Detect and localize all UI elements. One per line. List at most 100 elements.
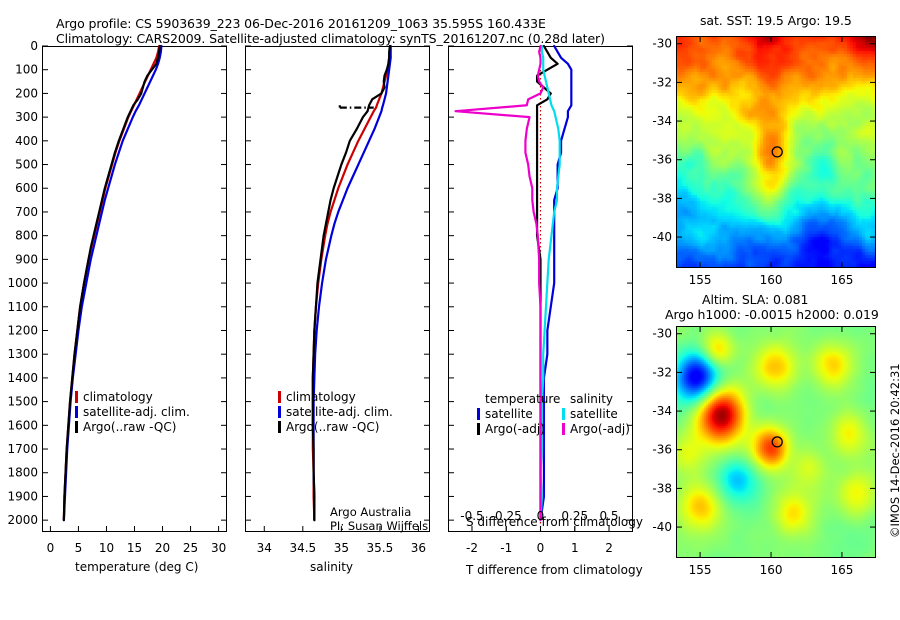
legend-label-temp-satellite: satellite — [485, 407, 533, 421]
figure-title-line-2: Climatology: CARS2009. Satellite-adjuste… — [56, 31, 605, 46]
sst-argo-marker — [771, 146, 783, 158]
svg-text:25: 25 — [183, 541, 198, 555]
svg-text:900: 900 — [15, 252, 38, 266]
salinity-panel — [245, 44, 430, 532]
svg-text:-40: -40 — [652, 230, 672, 244]
legend-swatch-satellite-adj-sal — [278, 406, 281, 418]
legend-item-climatology: climatology — [75, 390, 190, 405]
legend-swatch-argo-raw — [75, 421, 78, 433]
sla-map-frame — [676, 326, 876, 558]
argo-program-label: Argo Australia — [330, 505, 412, 519]
legend-label-temp-argo: Argo(-adj) — [485, 422, 545, 436]
difference-legend-salinity: salinity satellite Argo(-adj) — [562, 392, 630, 437]
legend-item-temp-argo: Argo(-adj) — [477, 422, 560, 437]
legend-swatch-temp-argo — [477, 423, 480, 435]
argo-pi-label: PI: Susan Wijffels — [330, 519, 429, 533]
sla-map-title-line-2: Argo h1000: -0.0015 h2000: 0.019 — [665, 307, 879, 322]
svg-text:1: 1 — [571, 541, 579, 555]
sla-heatmap-canvas — [676, 326, 876, 558]
svg-text:2: 2 — [605, 541, 613, 555]
legend-swatch-climatology — [75, 391, 78, 403]
svg-text:300: 300 — [15, 110, 38, 124]
temperature-legend: climatology satellite-adj. clim. Argo(..… — [75, 390, 190, 435]
svg-text:155: 155 — [689, 273, 712, 287]
svg-text:1000: 1000 — [7, 276, 38, 290]
legend-label-satellite-adj: satellite-adj. clim. — [83, 405, 190, 419]
sst-map-frame — [676, 36, 876, 268]
svg-text:-38: -38 — [652, 481, 672, 495]
legend-item-temp-satellite: satellite — [477, 407, 560, 422]
svg-text:1700: 1700 — [7, 442, 38, 456]
salinity-xaxis-label: salinity — [310, 560, 354, 574]
svg-text:1100: 1100 — [7, 300, 38, 314]
sla-map-title-line-1: Altim. SLA: 0.081 — [702, 292, 809, 307]
svg-text:700: 700 — [15, 205, 38, 219]
figure-title-line-1: Argo profile: CS 5903639_223 06-Dec-2016… — [56, 16, 546, 31]
svg-text:34: 34 — [257, 541, 272, 555]
svg-text:1500: 1500 — [7, 395, 38, 409]
svg-text:-30: -30 — [652, 37, 672, 51]
svg-text:15: 15 — [127, 541, 142, 555]
svg-text:600: 600 — [15, 181, 38, 195]
svg-text:-36: -36 — [652, 443, 672, 457]
legend-swatch-satellite-adj — [75, 406, 78, 418]
svg-text:-32: -32 — [652, 365, 672, 379]
sla-map — [676, 326, 876, 558]
svg-text:0: 0 — [47, 541, 55, 555]
salinity-plot-frame — [245, 46, 430, 532]
temperature-curves — [62, 44, 163, 522]
legend-label-argo-raw: Argo(..raw -QC) — [83, 420, 177, 434]
svg-text:2000: 2000 — [7, 513, 38, 527]
sla-argo-marker — [771, 436, 783, 448]
svg-text:800: 800 — [15, 229, 38, 243]
svg-text:34.5: 34.5 — [289, 541, 316, 555]
temperature-panel — [42, 44, 227, 532]
svg-text:10: 10 — [99, 541, 114, 555]
svg-text:-34: -34 — [652, 114, 672, 128]
legend-swatch-argo-raw-sal — [278, 421, 281, 433]
temperature-plot-frame — [42, 46, 227, 532]
svg-text:5: 5 — [75, 541, 83, 555]
svg-text:165: 165 — [831, 273, 854, 287]
difference-panel — [448, 44, 633, 532]
svg-text:-1: -1 — [500, 541, 512, 555]
svg-text:36: 36 — [411, 541, 426, 555]
legend-item-climatology-sal: climatology — [278, 390, 393, 405]
svg-text:165: 165 — [831, 563, 854, 577]
legend-item-satellite-adj: satellite-adj. clim. — [75, 405, 190, 420]
legend-swatch-temp-satellite — [477, 408, 480, 420]
svg-text:400: 400 — [15, 134, 38, 148]
legend-label-satellite-adj-sal: satellite-adj. clim. — [286, 405, 393, 419]
svg-text:1200: 1200 — [7, 323, 38, 337]
salinity-legend: climatology satellite-adj. clim. Argo(..… — [278, 390, 393, 435]
legend-item-argo-raw-sal: Argo(..raw -QC) — [278, 420, 393, 435]
svg-text:-32: -32 — [652, 75, 672, 89]
legend-label-argo-raw-sal: Argo(..raw -QC) — [286, 420, 380, 434]
legend-swatch-sal-satellite — [562, 408, 565, 420]
legend-swatch-climatology-sal — [278, 391, 281, 403]
sst-map — [676, 36, 876, 268]
difference-curves — [454, 44, 573, 532]
legend-item-sal-argo: Argo(-adj) — [562, 422, 630, 437]
svg-text:-2: -2 — [466, 541, 478, 555]
temperature-xaxis-label: temperature (deg C) — [75, 560, 199, 574]
svg-text:155: 155 — [689, 563, 712, 577]
svg-text:1600: 1600 — [7, 418, 38, 432]
svg-text:1900: 1900 — [7, 489, 38, 503]
svg-text:1400: 1400 — [7, 371, 38, 385]
svg-text:0: 0 — [537, 541, 545, 555]
difference-t-axis-label: T difference from climatology — [466, 563, 643, 577]
svg-text:1300: 1300 — [7, 347, 38, 361]
salinity-curves — [311, 44, 392, 522]
difference-s-axis-label: S difference from climatology — [466, 515, 643, 529]
svg-text:-38: -38 — [652, 191, 672, 205]
legend-header-temperature: temperature — [485, 392, 561, 406]
svg-text:35: 35 — [334, 541, 349, 555]
svg-text:0: 0 — [30, 39, 38, 53]
svg-text:35.5: 35.5 — [367, 541, 394, 555]
legend-label-sal-satellite: satellite — [570, 407, 618, 421]
svg-text:200: 200 — [15, 86, 38, 100]
svg-text:-36: -36 — [652, 153, 672, 167]
legend-item-argo-raw: Argo(..raw -QC) — [75, 420, 190, 435]
imos-credit-text: ©IMOS 14-Dec-2016 20:42:31 — [888, 363, 900, 538]
